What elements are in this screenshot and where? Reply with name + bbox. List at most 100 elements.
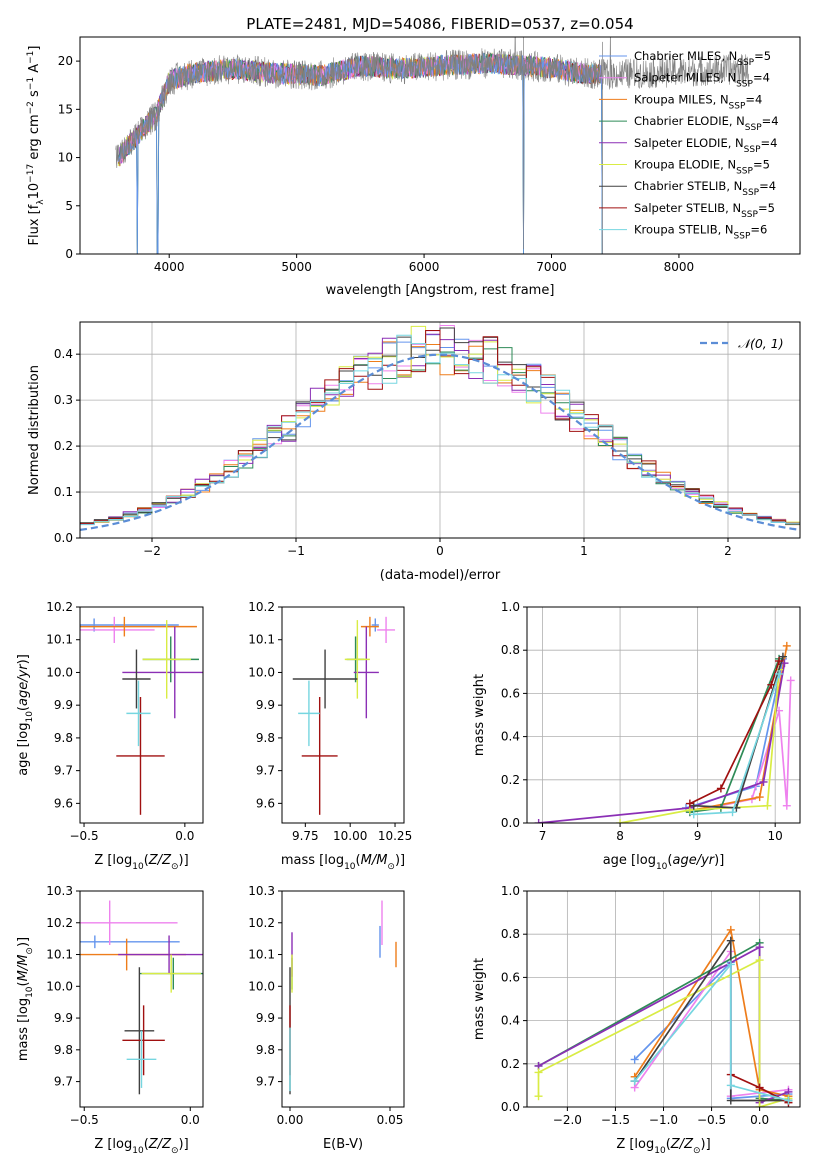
- histogram-series: [80, 334, 800, 526]
- y-tick-label: 10.1: [46, 633, 73, 647]
- x-tick-label: 0.05: [377, 1113, 404, 1127]
- y-tick-label: 10.2: [248, 916, 275, 930]
- age-vs-Z-axes: −0.5 0.0 9.6 9.7 9.8 9.9 10.0 10.1 10.2 Z [log10(…: [16, 600, 194, 872]
- y-tick-label: 0.2: [501, 1057, 520, 1071]
- errorbar-point: [292, 649, 358, 709]
- legend-label: Salpeter ELODIE, NSSP=4: [634, 136, 777, 155]
- residuals-legend: 𝒩(0, 1): [700, 336, 784, 351]
- weight-marker: [759, 777, 768, 786]
- y-tick-label: 9.7: [54, 764, 73, 778]
- y-tick-label: 9.7: [256, 764, 275, 778]
- weight-marker: [534, 1092, 543, 1101]
- y-tick-label: 10.2: [46, 916, 73, 930]
- y-tick-label: 10.1: [248, 633, 275, 647]
- y-tick-label: 10: [58, 151, 73, 165]
- y-tick-label: 0.0: [501, 816, 520, 830]
- legend-label: Kroupa ELODIE, NSSP=5: [634, 158, 770, 177]
- y-tick-label: 0.4: [501, 730, 520, 744]
- y-tick-label: 5: [65, 199, 73, 213]
- residuals-axes: −2 −1 0 1 2 0.0 0.1 0.2 0.3 0.4 (data-model)/error…: [27, 322, 800, 583]
- y-tick-label: 0.8: [501, 643, 520, 657]
- weight-series: [634, 962, 789, 1102]
- y-tick-label: 0.8: [501, 927, 520, 941]
- y-axis-label: Flux [fλ10−17 erg cm−2 s−1 A−1]: [26, 46, 46, 246]
- weight-marker: [689, 810, 698, 819]
- y-tick-label: 0.2: [54, 439, 73, 453]
- x-axis-label: E(B-V): [323, 1137, 363, 1152]
- y-tick-label: 10.3: [248, 884, 275, 898]
- y-axis-label: age [log10(age/yr)]: [16, 654, 35, 776]
- errorbar-point: [126, 1030, 157, 1088]
- x-tick-label: 10.00: [333, 829, 367, 843]
- x-tick-label: −0.5: [697, 1113, 726, 1127]
- y-tick-label: 10.3: [46, 884, 73, 898]
- y-tick-label: 9.9: [54, 1011, 73, 1025]
- weight-marker: [726, 936, 735, 945]
- errorbar-point: [142, 620, 191, 699]
- weight-marker: [726, 925, 735, 934]
- y-tick-label: 10.1: [248, 948, 275, 962]
- figure-title: PLATE=2481, MJD=54086, FIBERID=0537, z=0…: [246, 15, 633, 33]
- legend-label: Chabrier STELIB, NSSP=4: [634, 179, 776, 198]
- weight-series: [633, 927, 789, 1098]
- y-tick-label: 0.1: [54, 485, 73, 499]
- x-tick-label: −2: [143, 544, 161, 558]
- weight-marker: [784, 1096, 793, 1105]
- mass-vs-Z-axes: −0.5 0.0 9.7 9.8 9.9 10.0 10.1 10.2 10.3 Z [log10…: [16, 884, 200, 1156]
- legend-label: Chabrier MILES, NSSP=5: [634, 49, 771, 68]
- x-tick-label: 2: [724, 544, 732, 558]
- mass-vs-ebv-axes: 0.00 0.05 9.7 9.8 9.9 10.0 10.1 10.2 10.3 E(B-V): [248, 884, 403, 1152]
- massweight-vs-age-axes: 7 8 9 10 0.0 0.2 0.4 0.6 0.8 1.0 age [log10(age/yr…: [472, 600, 800, 872]
- weight-marker: [685, 799, 694, 808]
- x-tick-label: 8000: [664, 260, 695, 274]
- legend-label: Chabrier ELODIE, NSSP=4: [634, 114, 779, 133]
- errorbar-point: [80, 616, 155, 643]
- weight-marker: [786, 676, 795, 685]
- errorbar-point: [360, 616, 379, 637]
- residuals-frame: [79, 321, 801, 539]
- x-axis-label: mass [log10(M/M⊙)]: [281, 853, 405, 872]
- weight-marker: [755, 1083, 764, 1092]
- y-tick-label: 10.2: [248, 600, 275, 614]
- y-tick-label: 10.2: [46, 600, 73, 614]
- age-vs-mass-axes: 9.75 10.00 10.25 9.6 9.7 9.8 9.9 10.0 10.1 10.2 ma…: [248, 600, 412, 872]
- y-tick-label: 9.9: [256, 1011, 275, 1025]
- normal-reference-curve: [80, 353, 800, 531]
- x-tick-label: −1.5: [601, 1113, 630, 1127]
- y-tick-label: 9.6: [54, 796, 73, 810]
- x-axis-label: (data-model)/error: [380, 568, 501, 583]
- errorbar-point: [377, 616, 396, 643]
- y-tick-label: 0: [65, 247, 73, 261]
- y-axis-label: Normed distribution: [27, 365, 42, 495]
- y-tick-label: 9.7: [54, 1075, 73, 1089]
- y-tick-label: 0.0: [54, 531, 73, 545]
- y-tick-label: 0.4: [54, 347, 73, 361]
- y-tick-label: 9.9: [256, 698, 275, 712]
- x-tick-label: 10: [768, 829, 783, 843]
- weight-marker: [767, 680, 776, 689]
- x-axis-label: age [log10(age/yr)]: [603, 853, 725, 872]
- errorbar-point: [80, 935, 180, 949]
- x-tick-label: −1.0: [649, 1113, 678, 1127]
- legend-label: Kroupa MILES, NSSP=4: [634, 92, 762, 111]
- weight-marker: [616, 819, 625, 823]
- x-axis-label: Z [log10(Z/Z⊙)]: [94, 1137, 188, 1156]
- y-tick-label: 9.8: [54, 1043, 73, 1057]
- legend-label: Kroupa STELIB, NSSP=6: [634, 223, 767, 242]
- errorbar-point: [116, 697, 165, 815]
- errorbar-point: [301, 697, 338, 815]
- y-tick-label: 1.0: [501, 884, 520, 898]
- weight-marker: [780, 659, 789, 668]
- weight-marker: [755, 793, 764, 802]
- errorbar-point: [124, 967, 155, 1095]
- x-tick-label: 0.0: [181, 1113, 200, 1127]
- x-tick-label: −0.5: [69, 829, 98, 843]
- y-tick-label: 9.7: [256, 1075, 275, 1089]
- y-tick-label: 10.1: [46, 948, 73, 962]
- weight-marker: [782, 801, 791, 810]
- weight-marker: [763, 801, 772, 810]
- x-tick-label: 0: [436, 544, 444, 558]
- x-tick-label: 0.00: [277, 1113, 304, 1127]
- x-tick-label: 7: [539, 829, 547, 843]
- legend-label: Salpeter STELIB, NSSP=5: [634, 201, 775, 220]
